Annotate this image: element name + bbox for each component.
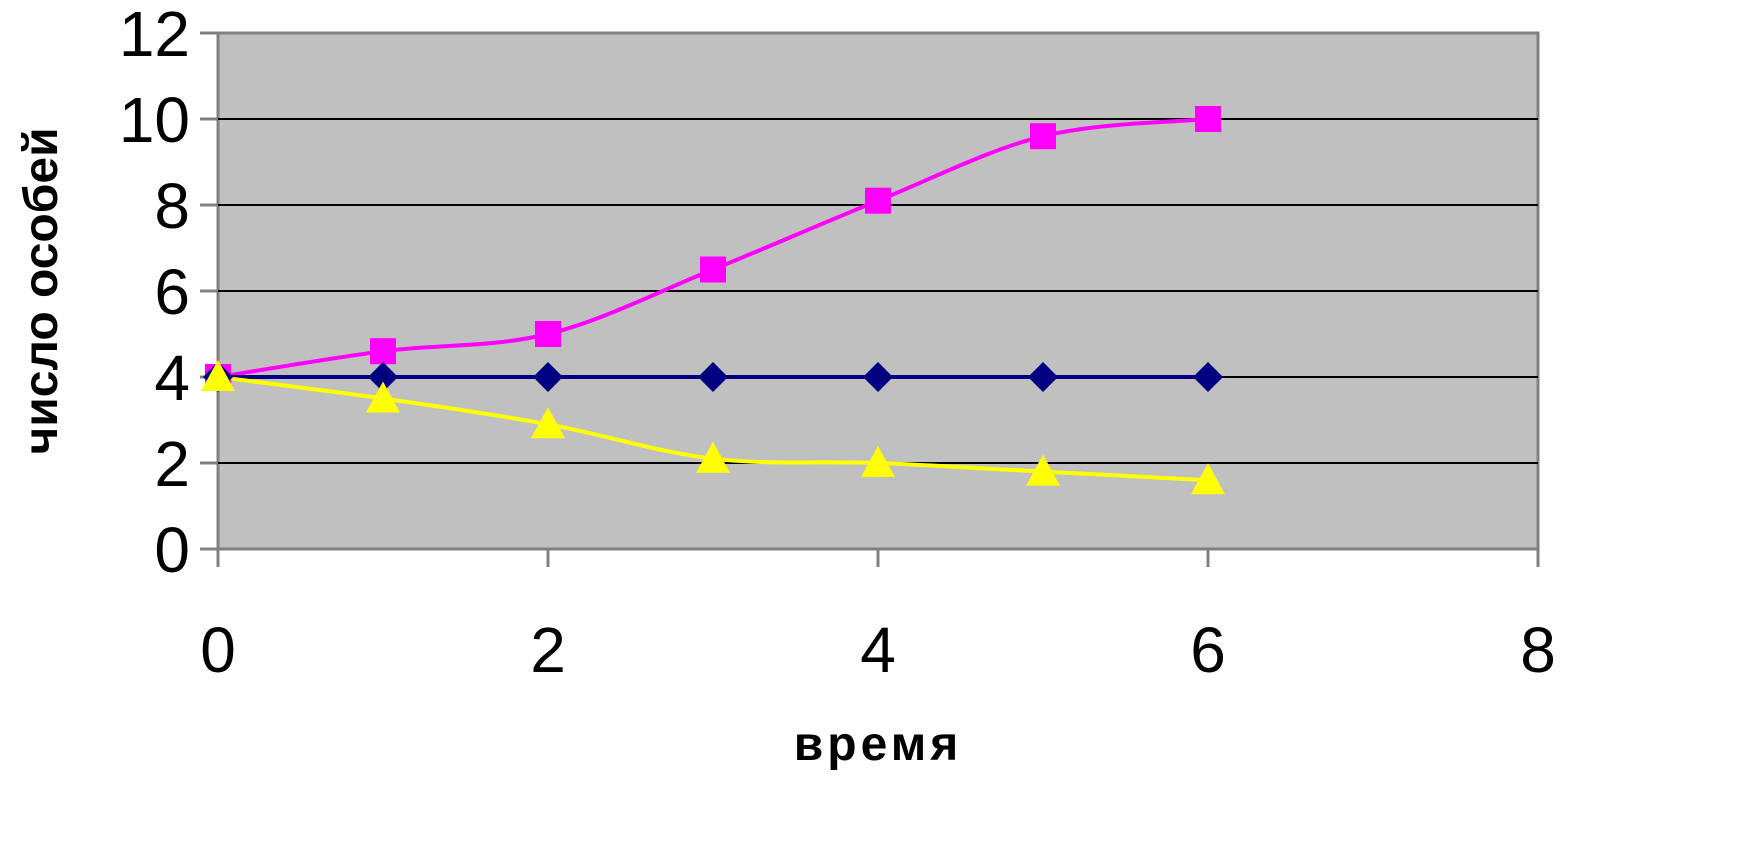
diamond-marker — [533, 362, 563, 392]
triangle-marker — [366, 381, 400, 413]
diamond-marker — [368, 362, 398, 392]
x-axis-title: время — [794, 718, 962, 771]
series-markers — [201, 106, 1225, 495]
y-tick-labels: 0 2 4 6 8 10 12 — [119, 0, 190, 586]
x-tick-labels: 0 2 4 6 8 — [200, 614, 1556, 686]
y-tick-label: 6 — [154, 256, 190, 328]
square-marker — [1195, 106, 1221, 132]
x-tick-label: 2 — [530, 614, 566, 686]
diamond-marker — [1193, 362, 1223, 392]
triangle-marker — [696, 441, 730, 473]
square-marker — [370, 338, 396, 365]
x-tick-label: 0 — [200, 614, 236, 686]
diamond-marker — [698, 362, 728, 392]
y-tick-label: 2 — [154, 428, 190, 500]
y-tick-label: 8 — [154, 170, 190, 242]
square-marker — [535, 321, 561, 347]
axes — [200, 31, 1540, 567]
diamond-marker — [1028, 362, 1058, 392]
square-marker — [700, 256, 726, 283]
square-marker — [1030, 123, 1056, 150]
triangle-marker — [1191, 463, 1225, 495]
y-tick-label: 4 — [154, 342, 190, 414]
y-axis-title: число особей — [15, 127, 68, 454]
y-tick-label: 0 — [154, 514, 190, 586]
triangle-marker — [201, 360, 235, 391]
square-marker — [865, 187, 891, 214]
triangle-marker — [1026, 454, 1060, 486]
triangle-marker — [861, 446, 895, 477]
diamond-marker — [863, 362, 893, 392]
y-tick-label: 12 — [119, 0, 190, 70]
x-tick-label: 8 — [1520, 614, 1556, 686]
x-tick-label: 4 — [860, 614, 896, 686]
y-tick-label: 10 — [119, 84, 190, 156]
triangle-marker — [531, 407, 565, 439]
x-tick-label: 6 — [1190, 614, 1226, 686]
